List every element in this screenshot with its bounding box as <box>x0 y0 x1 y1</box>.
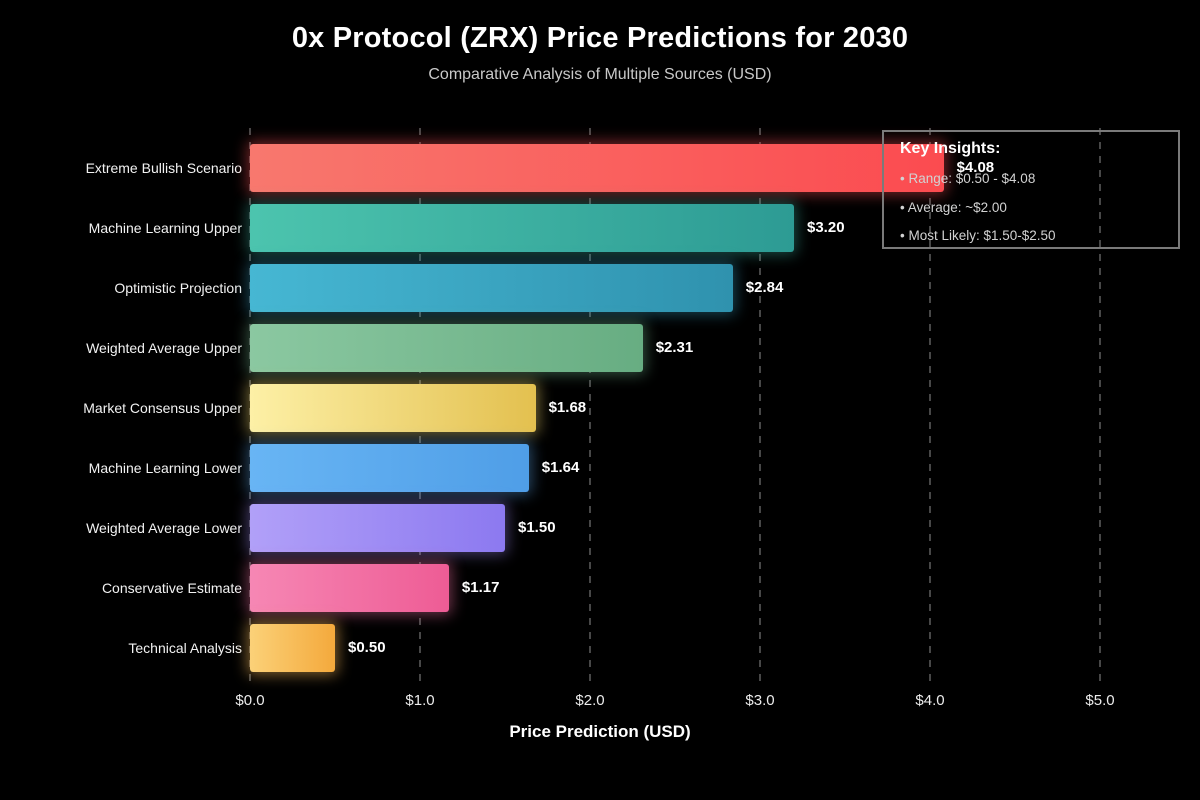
x-tick-label: $0.0 <box>235 692 265 709</box>
value-label: $0.50 <box>348 639 386 656</box>
value-label: $3.20 <box>807 219 845 236</box>
bar <box>250 144 944 192</box>
value-label: $4.08 <box>956 159 995 176</box>
gridline <box>759 128 761 686</box>
category-label: Machine Learning Upper <box>88 220 242 236</box>
bar-row: Optimistic Projection $2.84 <box>0 264 1200 312</box>
value-label: $1.50 <box>518 519 556 536</box>
category-label: Technical Analysis <box>128 640 242 656</box>
category-label: Weighted Average Lower <box>86 520 242 536</box>
bar-row: Technical Analysis $0.50 <box>0 624 1200 672</box>
chart-title: 0x Protocol (ZRX) Price Predictions for … <box>291 22 909 54</box>
gridline <box>929 128 931 686</box>
x-tick-label: $5.0 <box>1085 692 1115 709</box>
bar <box>250 624 335 672</box>
category-label: Market Consensus Upper <box>83 400 242 416</box>
bar <box>250 504 505 552</box>
x-tick-label: $3.0 <box>745 692 775 709</box>
value-label: $1.68 <box>548 399 587 416</box>
bar-row: Weighted Average Lower $1.50 <box>0 504 1200 552</box>
bar <box>250 204 794 252</box>
category-label: Weighted Average Upper <box>86 340 242 356</box>
bar <box>250 444 529 492</box>
insights-box-items: • Range: $0.50 - $4.08 • Average: ~$2.00 •… <box>900 165 1178 251</box>
x-tick-label: $4.0 <box>915 692 945 709</box>
value-label: $2.31 <box>655 339 694 356</box>
bar-row: Extreme Bullish Scenario $4.08 <box>0 144 1200 192</box>
bar <box>250 324 643 372</box>
category-label: Optimistic Projection <box>114 280 242 296</box>
bar-row: Machine Learning Lower $1.64 <box>0 444 1200 492</box>
bar <box>250 264 733 312</box>
gridline <box>1099 128 1101 686</box>
bar-row: Weighted Average Upper $2.31 <box>0 324 1200 372</box>
x-tick-label: $1.0 <box>405 692 435 709</box>
bar-row: Conservative Estimate $1.17 <box>0 564 1200 612</box>
insight-item: • Most Likely: $1.50-$2.50 <box>900 228 1056 243</box>
value-label: $2.84 <box>745 279 784 296</box>
value-label: $1.17 <box>461 579 500 596</box>
category-label: Extreme Bullish Scenario <box>85 160 242 176</box>
insight-item: • Average: ~$2.00 <box>900 199 1007 215</box>
gridline <box>589 128 591 686</box>
chart-subtitle: Comparative Analysis of Multiple Sources… <box>428 66 772 83</box>
category-label: Machine Learning Lower <box>88 460 242 476</box>
bar <box>250 384 536 432</box>
insights-box-title: Key Insights: <box>900 140 1001 157</box>
insight-item: • Range: $0.50 - $4.08 <box>900 171 1036 186</box>
bar-row: Machine Learning Upper $3.20 <box>0 204 1200 252</box>
x-tick-label: $2.0 <box>575 692 605 709</box>
category-label: Conservative Estimate <box>101 580 242 596</box>
bar-row: Market Consensus Upper $1.68 <box>0 384 1200 432</box>
insights-box: Key Insights: • Range: $0.50 - $4.08 • Av… <box>882 130 1180 249</box>
x-axis-label: Price Prediction (USD) <box>509 722 691 741</box>
bar <box>250 564 449 612</box>
value-label: $1.64 <box>541 459 580 476</box>
